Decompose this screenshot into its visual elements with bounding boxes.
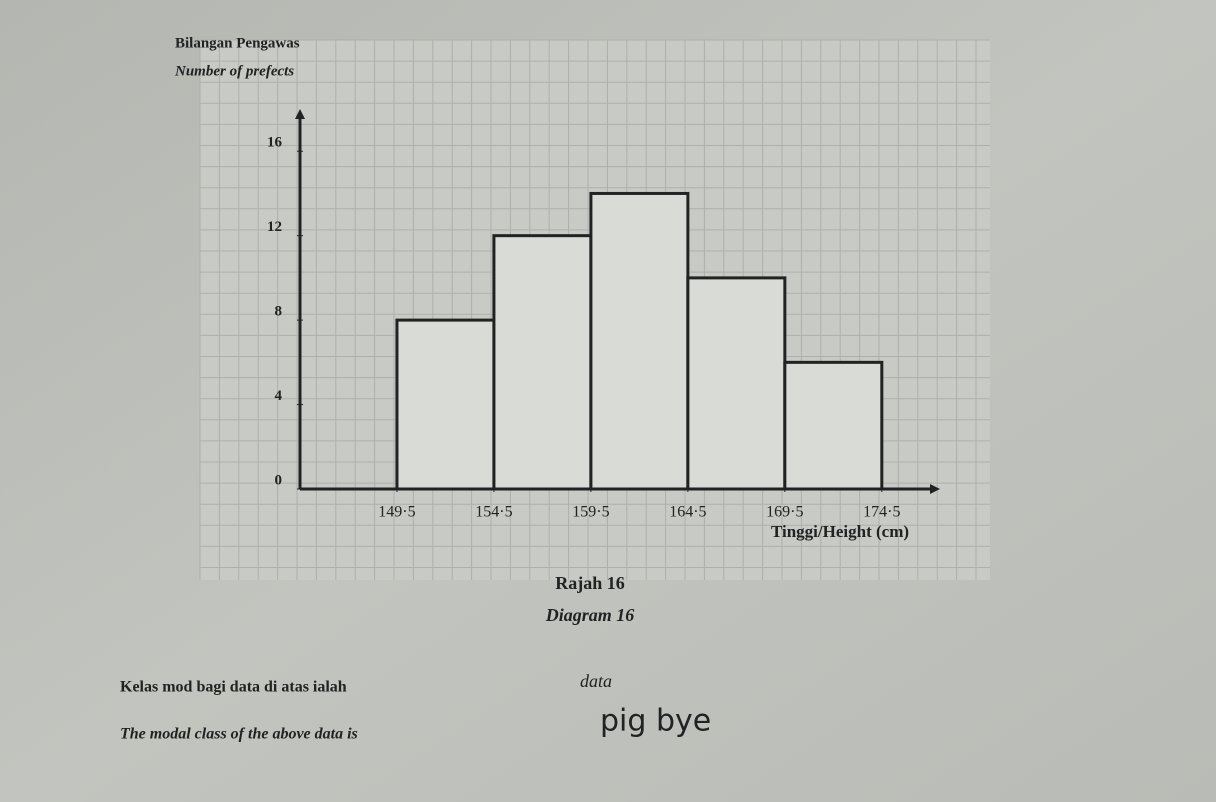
y-tick-label: 4 xyxy=(275,388,283,404)
x-axis-arrow xyxy=(930,484,940,494)
question-malay: Kelas mod bagi data di atas ialah xyxy=(120,679,347,696)
x-tick-label: 159·5 xyxy=(572,504,609,521)
y-tick-label: 8 xyxy=(275,304,283,320)
question-english: The modal class of the above data is xyxy=(120,726,358,743)
y-axis-label: Bilangan Pengawas xyxy=(175,35,300,51)
plot: 0 4 8 12 16 149·5 154·5 159·5 164·5 169·5 174·5 xyxy=(267,109,940,521)
x-tick-label: 154·5 xyxy=(475,504,512,521)
bar xyxy=(783,360,884,491)
caption: Rajah 16 xyxy=(555,573,625,593)
x-axis-label: Tinggi/Height (cm) xyxy=(771,522,909,541)
y-tick-label: 12 xyxy=(267,219,282,235)
caption: Diagram 16 xyxy=(545,605,635,625)
y-tick-label: 0 xyxy=(275,472,283,488)
y-axis-arrow xyxy=(295,109,305,119)
x-tick-label: 164·5 xyxy=(669,504,706,521)
bar xyxy=(492,234,593,491)
bar xyxy=(395,318,496,491)
x-tick-label: 149·5 xyxy=(378,504,415,521)
y-axis-label: Number of prefects xyxy=(174,63,294,79)
handwriting: data xyxy=(580,671,612,691)
handwriting: pig bye xyxy=(600,704,711,739)
x-tick-label: 169·5 xyxy=(766,504,803,521)
bar xyxy=(589,191,690,491)
x-tick-label: 174·5 xyxy=(863,504,900,521)
y-tick-label: 16 xyxy=(267,135,283,151)
bar xyxy=(686,276,787,491)
